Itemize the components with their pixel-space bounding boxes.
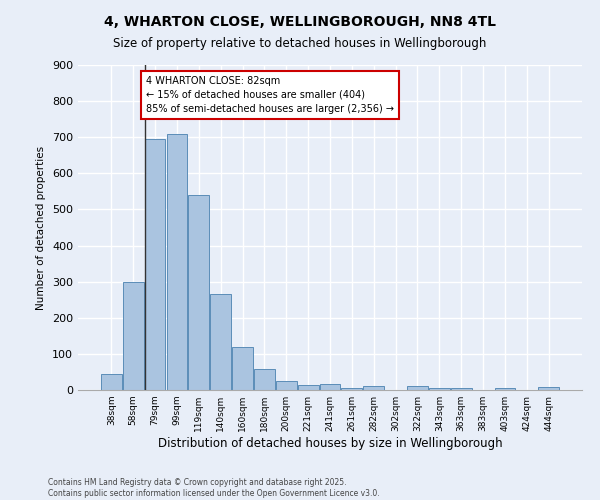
Text: 4 WHARTON CLOSE: 82sqm
← 15% of detached houses are smaller (404)
85% of semi-de: 4 WHARTON CLOSE: 82sqm ← 15% of detached…: [146, 76, 394, 114]
Bar: [188, 195, 209, 390]
Bar: [210, 294, 231, 390]
Text: 4, WHARTON CLOSE, WELLINGBOROUGH, NN8 4TL: 4, WHARTON CLOSE, WELLINGBOROUGH, NN8 4T…: [104, 15, 496, 29]
Bar: [494, 388, 515, 390]
Bar: [320, 384, 340, 390]
Bar: [145, 139, 166, 390]
Bar: [232, 346, 253, 390]
Text: Contains HM Land Registry data © Crown copyright and database right 2025.
Contai: Contains HM Land Registry data © Crown c…: [48, 478, 380, 498]
Bar: [276, 381, 296, 390]
Bar: [429, 388, 450, 390]
X-axis label: Distribution of detached houses by size in Wellingborough: Distribution of detached houses by size …: [158, 437, 502, 450]
Bar: [101, 374, 122, 390]
Bar: [254, 369, 275, 390]
Bar: [123, 282, 143, 390]
Bar: [167, 134, 187, 390]
Text: Size of property relative to detached houses in Wellingborough: Size of property relative to detached ho…: [113, 38, 487, 51]
Bar: [538, 387, 559, 390]
Y-axis label: Number of detached properties: Number of detached properties: [37, 146, 46, 310]
Bar: [298, 384, 319, 390]
Bar: [341, 388, 362, 390]
Bar: [451, 388, 472, 390]
Bar: [364, 386, 384, 390]
Bar: [407, 386, 428, 390]
